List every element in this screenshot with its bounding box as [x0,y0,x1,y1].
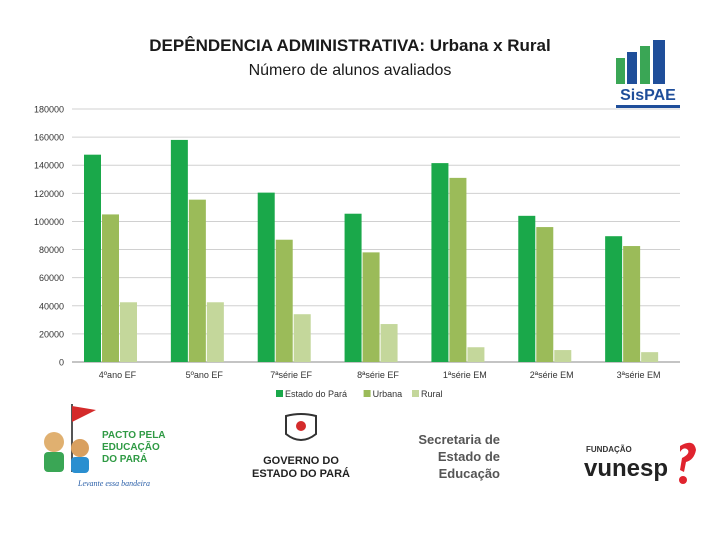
y-tick-label: 120000 [34,189,64,199]
vunesp-mark-icon [680,442,696,472]
bar [431,163,449,362]
x-tick-label: 2ªsérie EM [530,370,574,380]
bar [449,177,467,362]
bar [605,236,623,362]
x-tick-label: 7ªsérie EF [270,370,312,380]
sispae-bar-green-2 [640,46,650,84]
child-shirt-icon [44,452,64,472]
pacto-tagline: Levante essa bandeira [77,479,150,488]
coat-of-arms-star [296,421,306,431]
x-tick-label: 1ªsérie EM [443,370,487,380]
secretaria-educacao-logo: Secretaria de Estado de Educação [418,432,500,481]
bar [188,199,206,362]
bar [344,213,362,362]
sispae-underline [616,105,680,108]
bar [102,214,119,362]
legend-swatch [412,390,419,397]
bar [467,347,485,362]
bar [275,239,293,362]
governo-line1: GOVERNO DO [263,455,339,467]
y-tick-label: 0 [59,358,64,368]
y-tick-label: 80000 [39,245,64,255]
bar [84,154,101,362]
y-tick-label: 60000 [39,273,64,283]
bar [380,324,398,362]
x-tick-label: 4ºano EF [99,370,137,380]
sispae-bar-blue-1 [627,52,637,84]
sispae-bar-blue-2 [653,40,665,84]
bar [518,215,536,362]
bar [293,314,311,362]
sispae-bar-green-1 [616,58,625,84]
legend-swatch [363,390,371,397]
child-figure-icon-2 [71,439,89,457]
y-tick-label: 40000 [39,301,64,311]
x-tick-label: 8ªsérie EF [357,370,399,380]
child-shirt-icon-2 [71,457,89,473]
y-tick-label: 160000 [34,133,64,143]
bar [362,252,380,362]
bar [120,302,137,362]
flag-icon [72,406,96,422]
legend-swatch [276,390,283,397]
bar [170,139,188,362]
bar-chart: 0 20000 40000 60000 80000 100000 120000 140000 1… [34,105,680,399]
x-tick-label: 5ºano EF [186,370,224,380]
child-figure-icon [44,432,64,452]
vunesp-logo: FUNDAÇÃO vunesp [584,442,696,484]
bar [206,302,224,362]
bar [536,227,554,362]
legend-label: Estado do Pará [285,389,347,399]
pacto-line3: DO PARÁ [102,452,147,465]
governo-line2: ESTADO DO PARÁ [252,467,350,480]
governo-para-logo: GOVERNO DO ESTADO DO PARÁ [252,413,350,480]
y-tick-label: 180000 [34,105,64,115]
sispae-wordmark: SisPAE [620,87,676,104]
pacto-line1: PACTO PELA [102,430,166,441]
bar [623,246,641,362]
legend-label: Urbana [373,389,403,399]
y-tick-label: 20000 [39,329,64,339]
secretaria-line3: Educação [439,466,500,481]
y-tick-label: 100000 [34,217,64,227]
pacto-line2: EDUCAÇÃO [102,440,160,453]
secretaria-line2: Estado de [438,449,500,464]
vunesp-dot-icon [679,476,687,484]
pacto-educacao-logo: PACTO PELA EDUCAÇÃO DO PARÁ Levante essa… [44,404,166,488]
vunesp-wordmark: vunesp [584,455,668,482]
chart-title: DEPÊNDENCIA ADMINISTRATIVA: Urbana x Rur… [149,36,551,55]
chart-subtitle: Número de alunos avaliados [248,62,452,79]
x-tick-label: 3ªsérie EM [617,370,661,380]
legend-label: Rural [421,389,443,399]
bar [554,350,572,362]
y-tick-label: 140000 [34,161,64,171]
bar [641,352,659,362]
secretaria-line1: Secretaria de [418,432,500,447]
sispae-logo: SisPAE [616,40,680,108]
fundacao-label: FUNDAÇÃO [586,445,632,454]
bar [257,192,275,362]
